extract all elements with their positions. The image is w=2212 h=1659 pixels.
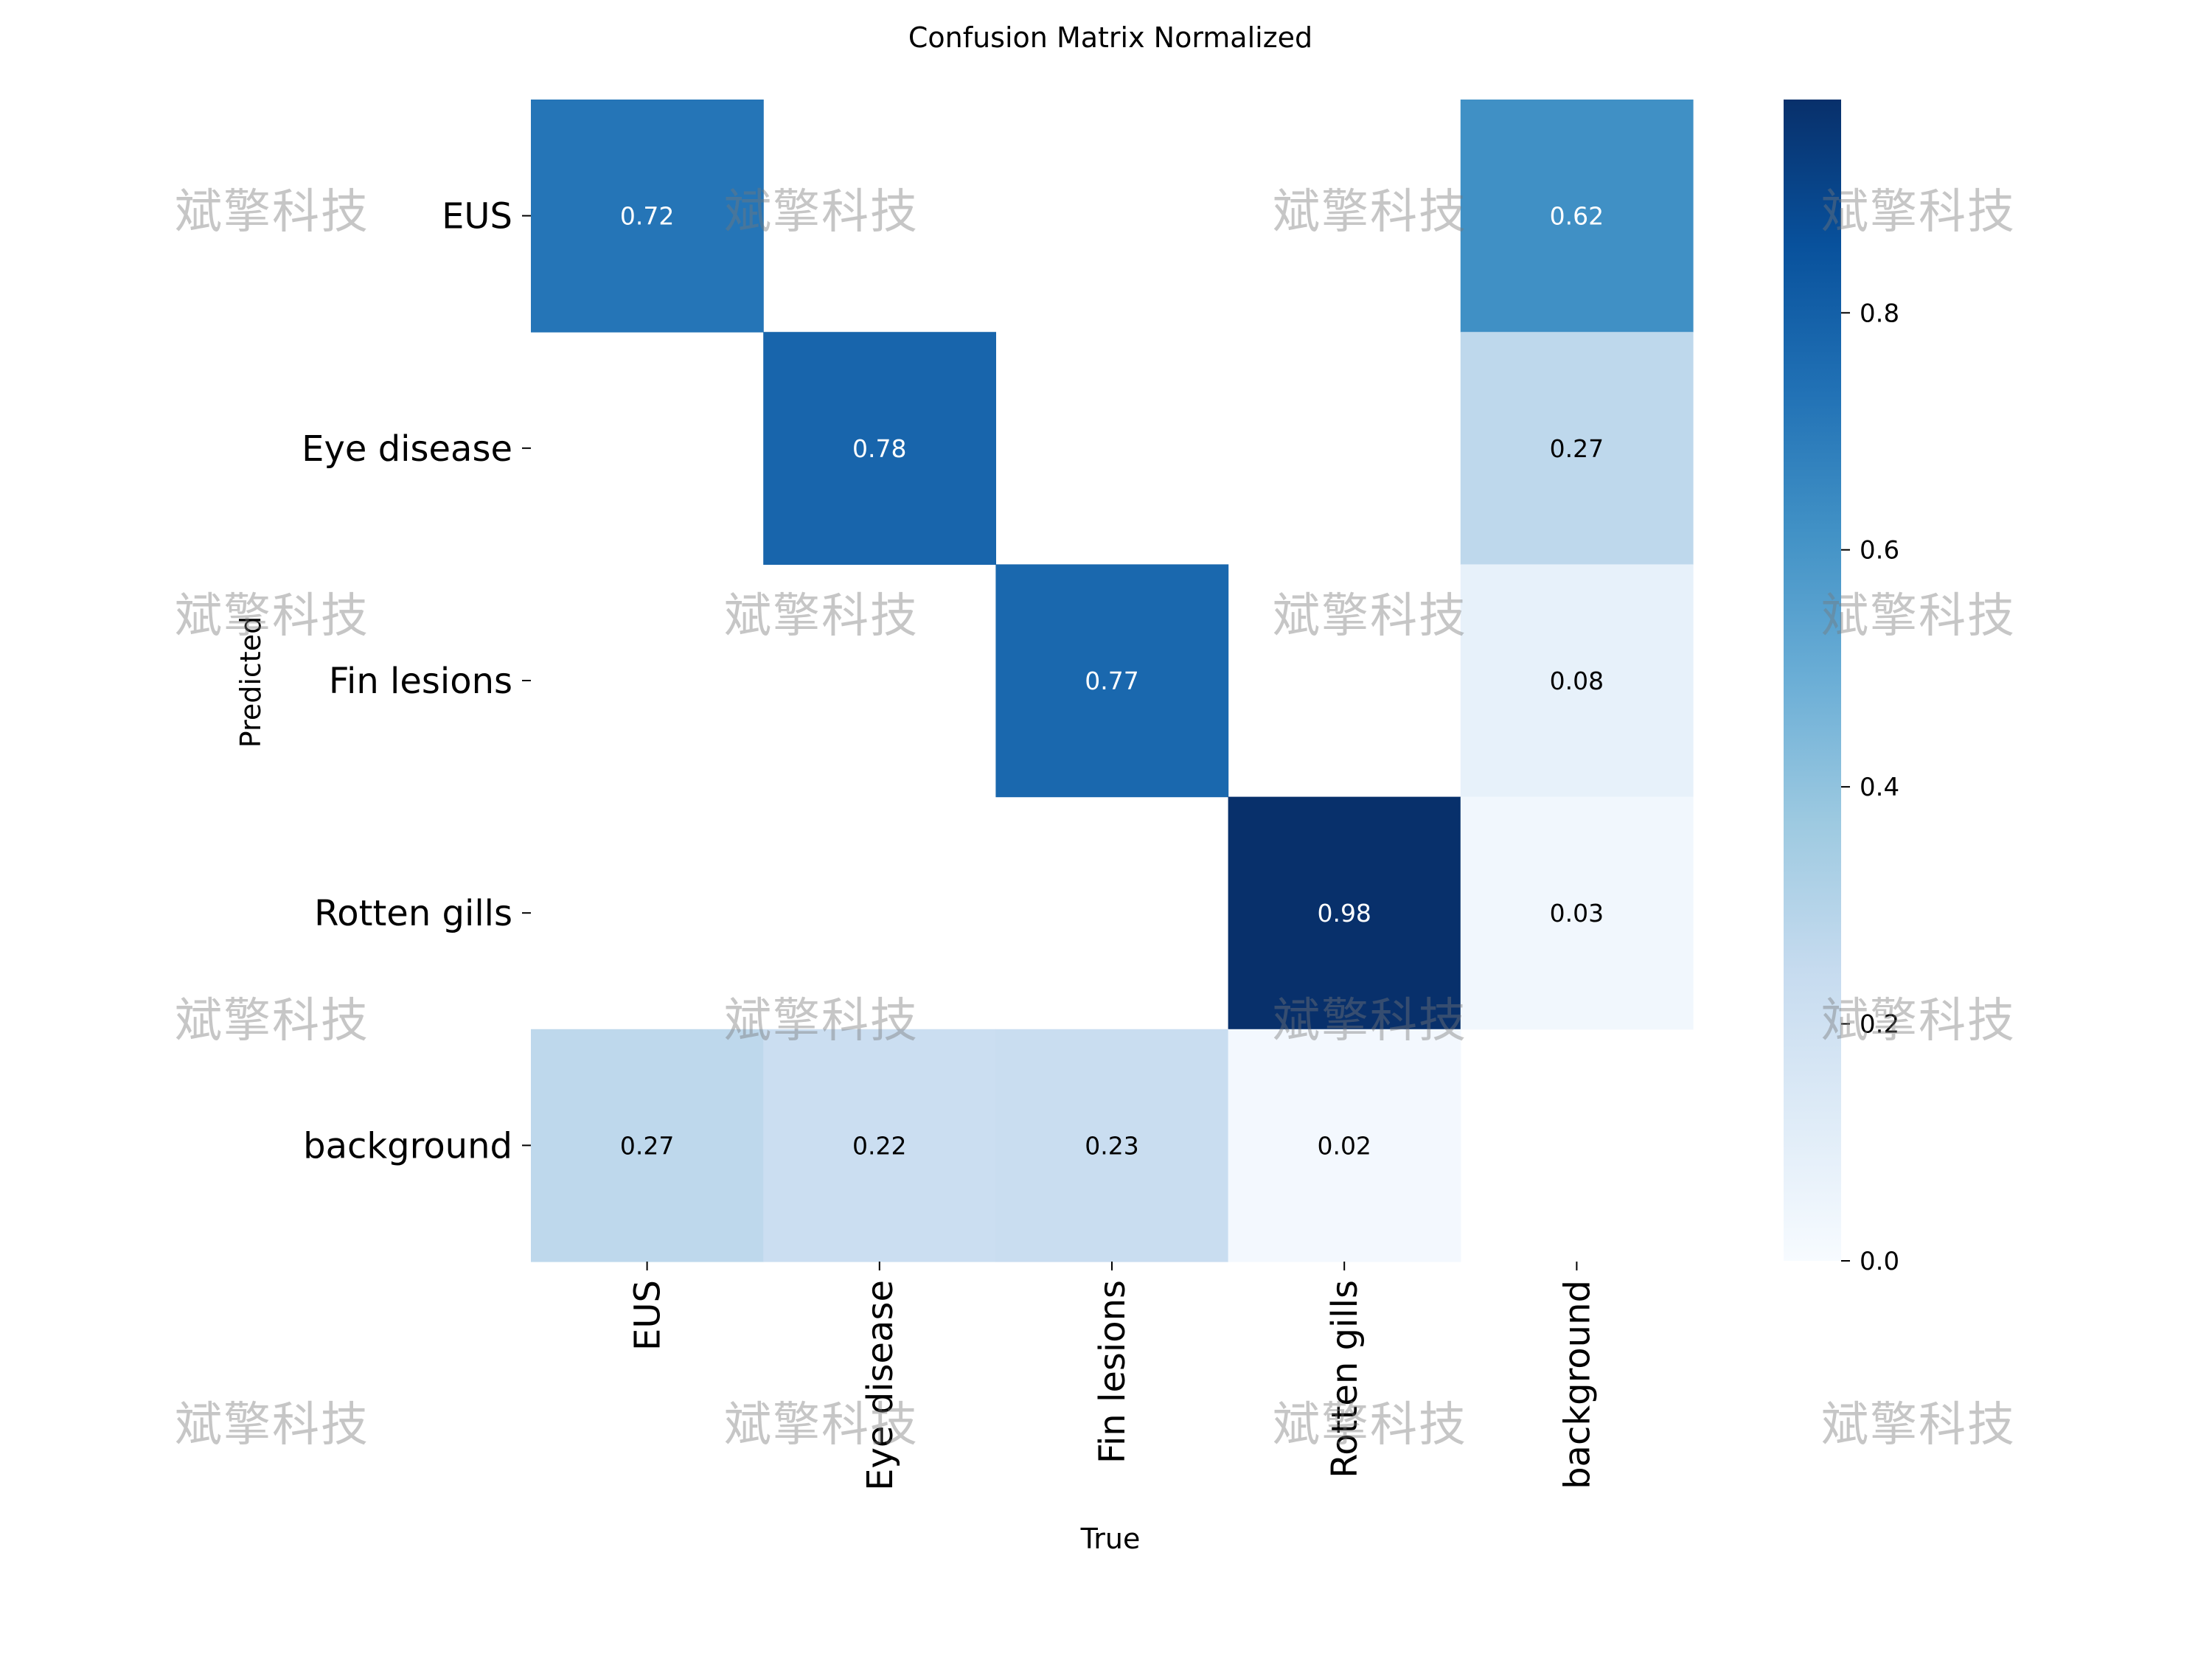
cell-value-label: 0.08: [1550, 667, 1604, 695]
x-tick-label: background: [1557, 1280, 1598, 1489]
cell-value-label: 0.77: [1085, 667, 1138, 695]
x-tick-label: Eye disease: [860, 1280, 901, 1491]
heatmap-cell: [995, 564, 1229, 798]
colorbar-tick-label: 0.2: [1860, 1010, 1899, 1040]
y-axis-label: Predicted: [234, 616, 267, 748]
colorbar-tick-label: 0.4: [1860, 773, 1899, 802]
colorbar-ticks: 0.0 0.2 0.4 0.6 0.8: [1841, 299, 1899, 1276]
cell-value-label: 0.27: [1550, 434, 1604, 463]
cell-value-label: 0.98: [1317, 899, 1371, 928]
x-tick-label: Rotten gills: [1324, 1280, 1366, 1478]
chart-title: Confusion Matrix Normalized: [908, 21, 1312, 54]
heatmap-cell: [1460, 796, 1694, 1030]
heatmap-value-labels: 0.72 0.62 0.78 0.27 0.77 0.08 0.98 0.03 0.27 0.22…: [620, 202, 1604, 1161]
heatmap-cell: [1228, 1029, 1461, 1262]
colorbar-tick-label: 0.0: [1860, 1247, 1899, 1276]
y-tick-label: Eye disease: [302, 428, 512, 470]
x-tick-label: Fin lesions: [1092, 1280, 1133, 1464]
y-tick-label: Fin lesions: [329, 661, 512, 702]
colorbar-tick-label: 0.8: [1860, 299, 1899, 328]
cell-value-label: 0.23: [1085, 1131, 1138, 1160]
heatmap-cell: [1460, 100, 1694, 333]
cell-value-label: 0.78: [852, 434, 906, 463]
heatmap-cells: [531, 100, 1694, 1262]
heatmap-cell: [763, 1029, 996, 1262]
x-axis-ticks: EUS Eye disease Fin lesions Rotten gills bac…: [627, 1262, 1598, 1491]
cell-value-label: 0.22: [852, 1131, 906, 1160]
colorbar-tick-label: 0.6: [1860, 536, 1899, 566]
x-axis-label: True: [1080, 1523, 1141, 1555]
heatmap-cell: [531, 100, 764, 333]
cell-value-label: 0.03: [1550, 899, 1604, 928]
y-tick-label: EUS: [442, 196, 512, 237]
y-tick-label: background: [303, 1125, 512, 1166]
heatmap-cell: [531, 1029, 764, 1262]
cell-value-label: 0.02: [1317, 1131, 1371, 1160]
heatmap-cell: [763, 332, 996, 565]
y-axis-ticks: EUS Eye disease Fin lesions Rotten gills bac…: [302, 196, 531, 1166]
heatmap-cell: [1228, 796, 1461, 1030]
x-tick-label: EUS: [627, 1280, 669, 1351]
heatmap-cell: [995, 1029, 1229, 1262]
cell-value-label: 0.72: [620, 202, 674, 231]
colorbar: [1784, 100, 1841, 1261]
cell-value-label: 0.27: [620, 1131, 674, 1160]
heatmap-cell: [1460, 564, 1694, 798]
y-tick-label: Rotten gills: [314, 893, 512, 934]
cell-value-label: 0.62: [1550, 202, 1604, 231]
heatmap-cell: [1460, 332, 1694, 565]
